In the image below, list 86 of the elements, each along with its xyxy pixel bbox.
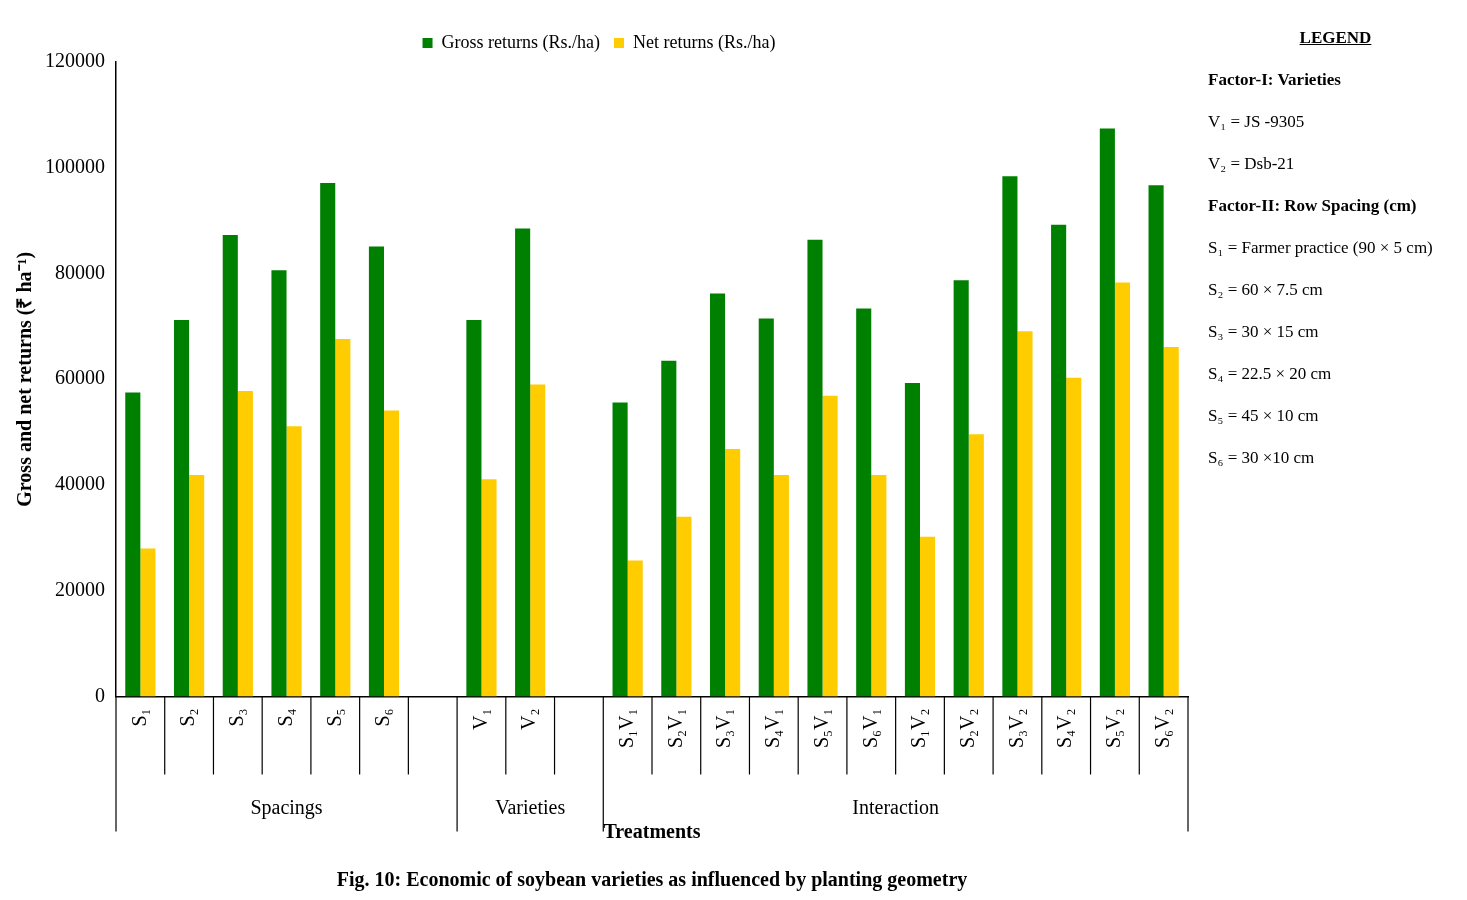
x-tick-label: V₂ [517, 708, 540, 730]
bar [758, 318, 774, 697]
y-axis-title: Gross and net returns (₹ ha⁻¹) [13, 251, 37, 507]
text: V₁ = JS -9305 [1208, 112, 1306, 132]
y-tick-label: 100000 [45, 155, 105, 177]
bar [1114, 282, 1131, 697]
bar [871, 474, 887, 697]
x-tick-label: S₆V₂ [1150, 708, 1173, 748]
bar [627, 560, 643, 697]
x-tick-label: S₁V₂ [907, 708, 930, 748]
bar [1017, 331, 1033, 697]
bar [1066, 377, 1082, 697]
legend-label: Gross returns (Rs./ha) [441, 31, 601, 53]
y-tick-label: 40000 [55, 472, 105, 495]
bar [515, 228, 531, 697]
bar [920, 536, 936, 697]
x-tick-label: V₁ [468, 708, 491, 730]
x-tick-label: S₂ [176, 708, 199, 727]
x-tick-label: S₄ [273, 708, 296, 727]
x-tick-label: S₆ [371, 708, 394, 727]
text: V₂ = Dsb-21 [1208, 154, 1296, 174]
bar [612, 402, 628, 697]
y-tick-label: 0 [95, 683, 105, 706]
bar [320, 183, 336, 697]
bar [384, 410, 400, 697]
bar [1051, 224, 1067, 697]
bar [1148, 185, 1164, 697]
bar [953, 280, 969, 697]
bar [1163, 346, 1179, 697]
legend-label: Net returns (Rs./ha) [633, 31, 776, 53]
text: S₆ = 30 ×10 cm [1208, 448, 1316, 468]
x-tick-label: S₄V₁ [761, 708, 784, 748]
text: Factor-II: Row Spacing (cm) [1208, 196, 1418, 216]
y-tick-label: 20000 [55, 577, 105, 600]
bar [676, 516, 692, 697]
x-tick-label: S₂V₂ [955, 708, 978, 748]
text: Spacings [250, 795, 323, 819]
text: S₁ = Farmer practice (90 × 5 cm) [1208, 238, 1434, 258]
y-tick-label: 120000 [45, 49, 105, 72]
x-tick-label: S₃ [225, 708, 248, 727]
bar [481, 479, 497, 697]
x-axis-title: Treatments [603, 819, 701, 842]
text: S₅ = 45 × 10 cm [1208, 406, 1320, 426]
bar [773, 474, 789, 697]
text: S₃ = 30 × 15 cm [1208, 322, 1320, 342]
text: Interaction [852, 795, 939, 818]
text: LEGEND [1298, 28, 1373, 48]
text: Varieties [495, 795, 566, 818]
bar [271, 270, 287, 697]
bar [222, 234, 238, 697]
bar [189, 474, 205, 697]
text: S₄ = 22.5 × 20 cm [1208, 364, 1333, 384]
x-tick-label: S₃V₂ [1004, 708, 1027, 748]
x-tick-label: S₂V₁ [663, 708, 686, 748]
text: Fig. 10: Economic of soybean varieties as influenced by planting geometry [336, 867, 968, 891]
y-tick-label: 80000 [55, 260, 105, 283]
text: S₂ = 60 × 7.5 cm [1208, 280, 1324, 300]
bar [125, 392, 141, 697]
bar [286, 426, 302, 697]
x-tick-label: S₃V₁ [712, 708, 735, 748]
bar [822, 395, 838, 697]
bar [237, 390, 253, 697]
bar [1099, 128, 1115, 697]
x-tick-label: S₄V₂ [1053, 708, 1076, 748]
x-tick-label: S₆V₁ [858, 708, 881, 748]
bar [904, 382, 920, 697]
y-tick-label: 60000 [55, 366, 105, 389]
bar [140, 548, 156, 697]
x-tick-label: S₅V₂ [1102, 708, 1125, 748]
bar [856, 308, 872, 697]
x-tick-label: S₅V₁ [809, 708, 832, 748]
bar [661, 360, 677, 697]
bar [709, 293, 726, 697]
bar [335, 339, 351, 697]
bar [466, 320, 482, 697]
x-tick-label: S₁V₁ [614, 708, 637, 748]
bar [807, 239, 823, 697]
bar [368, 246, 384, 697]
x-tick-label: S₅ [322, 708, 345, 727]
bar [968, 434, 984, 697]
bar [173, 320, 190, 697]
x-tick-label: S₁ [127, 708, 150, 727]
bar [725, 449, 741, 697]
text: Factor-I: Varieties [1208, 70, 1342, 90]
bar [1002, 176, 1018, 697]
bar [530, 384, 546, 697]
